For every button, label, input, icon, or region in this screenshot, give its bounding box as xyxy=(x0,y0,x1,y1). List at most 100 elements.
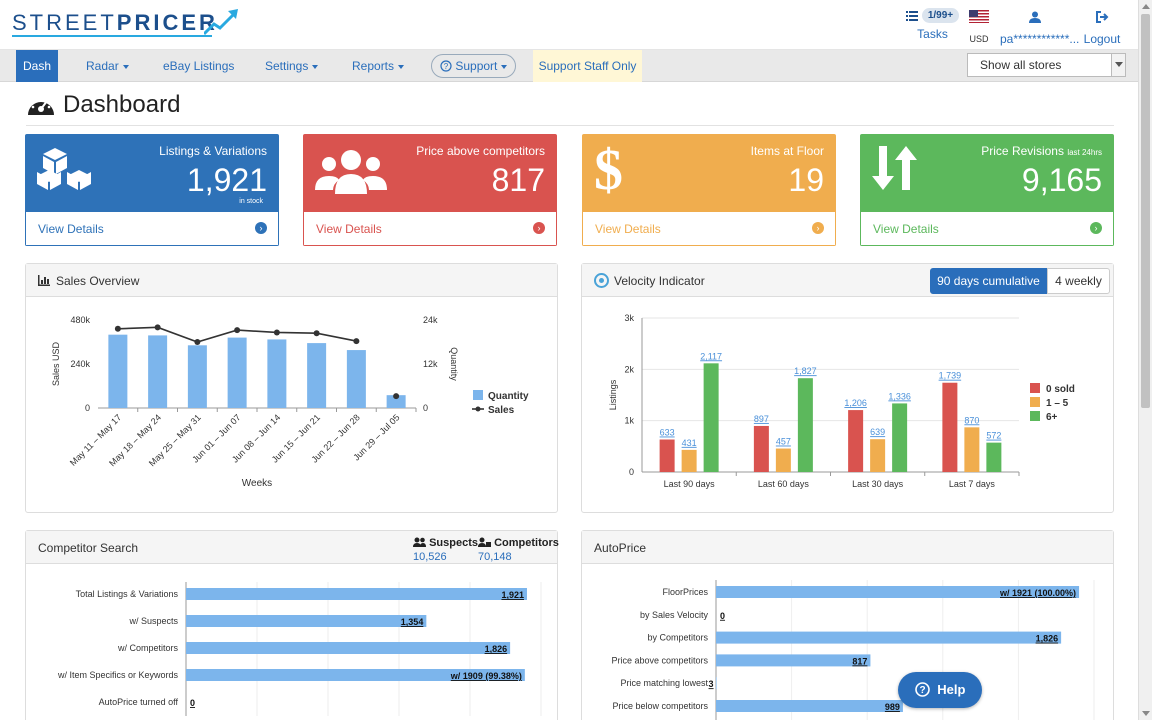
quantity-bar xyxy=(108,334,128,408)
y-tick-label: 3k xyxy=(624,313,634,323)
y2-axis-label: Quantity xyxy=(449,347,459,381)
main-nav: Dash Radar eBay Listings Settings Report… xyxy=(0,50,1138,82)
card-price-above-header: Price above competitors 817 xyxy=(303,134,557,212)
hbar-value-label: 1,826 xyxy=(1036,634,1059,644)
category-label: AutoPrice turned off xyxy=(99,697,179,707)
logout-button[interactable]: Logout xyxy=(1080,10,1124,46)
hbar-value-label: 1,354 xyxy=(401,617,424,627)
quantity-bar xyxy=(346,350,366,408)
velocity-bar xyxy=(753,425,769,472)
currency-button[interactable]: USD xyxy=(968,10,990,44)
sales-point xyxy=(114,325,121,332)
velocity-data-label: 1,336 xyxy=(888,391,911,401)
list-icon xyxy=(905,10,918,21)
logo[interactable]: STREETPRICER xyxy=(12,8,238,38)
sales-point xyxy=(154,324,161,331)
card-price-above-view-details[interactable]: View Details › xyxy=(303,212,557,246)
help-button[interactable]: ? Help xyxy=(898,672,982,708)
toggle-90-days[interactable]: 90 days cumulative xyxy=(930,268,1047,294)
nav-radar[interactable]: Radar xyxy=(86,50,129,82)
view-details-link: View Details xyxy=(595,222,661,236)
hbar xyxy=(716,586,1080,598)
tasks-button[interactable]: 1/99+ Tasks xyxy=(905,8,960,41)
category-label: by Sales Velocity xyxy=(640,610,709,620)
sales-point xyxy=(273,329,280,336)
nav-dash[interactable]: Dash xyxy=(16,50,58,82)
velocity-panel: Velocity Indicator 90 days cumulative 4 … xyxy=(581,263,1114,513)
category-label: Price matching lowest xyxy=(620,678,708,688)
velocity-data-label: 639 xyxy=(870,427,885,437)
scroll-up-icon[interactable] xyxy=(1142,4,1150,9)
tasks-badge: 1/99+ xyxy=(921,8,960,23)
y-tick-label: 2k xyxy=(624,364,634,374)
toggle-4-weekly[interactable]: 4 weekly xyxy=(1047,268,1110,294)
hbar-value-label: 0 xyxy=(190,698,195,708)
quantity-bar xyxy=(267,339,287,408)
hbar xyxy=(716,654,871,667)
competitor-search-chart: Total Listings & Variations 1,921 w/ Suspe… xyxy=(57,582,542,716)
card-items-floor-view-details[interactable]: View Details › xyxy=(582,212,836,246)
card-price-revisions-view-details[interactable]: View Details › xyxy=(860,212,1114,246)
user-name: pa************... xyxy=(1000,32,1080,46)
nav-ebay-listings[interactable]: eBay Listings xyxy=(163,59,235,73)
quantity-bar xyxy=(187,345,207,408)
question-circle-icon: ? xyxy=(914,682,930,697)
caret-down-icon xyxy=(501,64,508,69)
velocity-data-label: 1,827 xyxy=(794,366,817,376)
store-select[interactable]: Show all stores xyxy=(967,53,1126,77)
quantity-bar xyxy=(227,337,247,408)
x-tick-label: Last 60 days xyxy=(758,479,810,489)
suspects-heading: Suspects xyxy=(413,537,478,549)
card-listings-value: 1,921 xyxy=(186,162,267,198)
category-label: Price below competitors xyxy=(612,701,708,711)
card-listings-sub: in stock xyxy=(239,198,263,205)
velocity-data-label: 633 xyxy=(660,428,675,438)
user-lock-icon xyxy=(478,537,491,547)
velocity-bar xyxy=(797,378,813,472)
users-icon xyxy=(315,150,387,194)
nav-support[interactable]: ? Support xyxy=(431,54,517,78)
card-listings-view-details[interactable]: View Details › xyxy=(25,212,279,246)
nav-support-staff[interactable]: Support Staff Only xyxy=(533,50,642,82)
card-price-revisions-caption: Price Revisions last 24hrs xyxy=(981,144,1102,158)
x-axis-label: Weeks xyxy=(242,478,272,489)
card-price-above: Price above competitors 817 View Details… xyxy=(303,134,557,246)
competitors-label: Competitors xyxy=(494,537,559,549)
velocity-bar xyxy=(775,448,791,472)
view-details-link: View Details xyxy=(316,222,382,236)
legend-swatch xyxy=(1030,411,1040,421)
x-tick-label: Last 90 days xyxy=(664,479,716,489)
user-account-button[interactable]: pa************... xyxy=(1000,10,1080,46)
card-price-revisions-header: Price Revisions last 24hrs 9,165 xyxy=(860,134,1114,212)
hbar-value-label: 3 xyxy=(709,679,714,689)
quantity-bar xyxy=(386,395,406,408)
sort-arrows-icon xyxy=(872,146,917,190)
hbar-value-label: 0 xyxy=(720,611,725,621)
sales-overview-header: Sales Overview xyxy=(26,264,557,297)
category-label: w/ Suspects xyxy=(128,616,178,626)
card-listings-caption: Listings & Variations xyxy=(159,144,267,158)
sales-overview-title: Sales Overview xyxy=(56,274,140,288)
hbar xyxy=(186,669,525,681)
velocity-data-label: 431 xyxy=(682,438,697,448)
suspects-stat[interactable]: Suspects 10,526 xyxy=(413,537,478,563)
page-scrollbar[interactable] xyxy=(1138,0,1152,720)
logo-word-street: STREET xyxy=(12,10,117,35)
logo-underline xyxy=(12,35,212,37)
sales-point xyxy=(393,393,400,400)
velocity-data-label: 1,206 xyxy=(844,398,867,408)
competitors-stat[interactable]: Competitors 70,148 xyxy=(478,537,559,563)
users-icon xyxy=(413,537,426,547)
scroll-thumb[interactable] xyxy=(1141,14,1150,408)
caret-down-icon xyxy=(312,64,319,69)
currency-label: USD xyxy=(969,34,989,44)
cubes-icon xyxy=(37,148,91,190)
nav-reports[interactable]: Reports xyxy=(352,50,405,82)
nav-settings[interactable]: Settings xyxy=(265,50,319,82)
scroll-down-icon[interactable] xyxy=(1142,711,1150,716)
velocity-data-label: 2,117 xyxy=(700,351,722,361)
card-price-revisions-caption-small: last 24hrs xyxy=(1067,148,1102,157)
divider xyxy=(26,125,1114,126)
card-listings-header: Listings & Variations 1,921 in stock xyxy=(25,134,279,212)
y-tick-label: 480k xyxy=(70,315,90,325)
